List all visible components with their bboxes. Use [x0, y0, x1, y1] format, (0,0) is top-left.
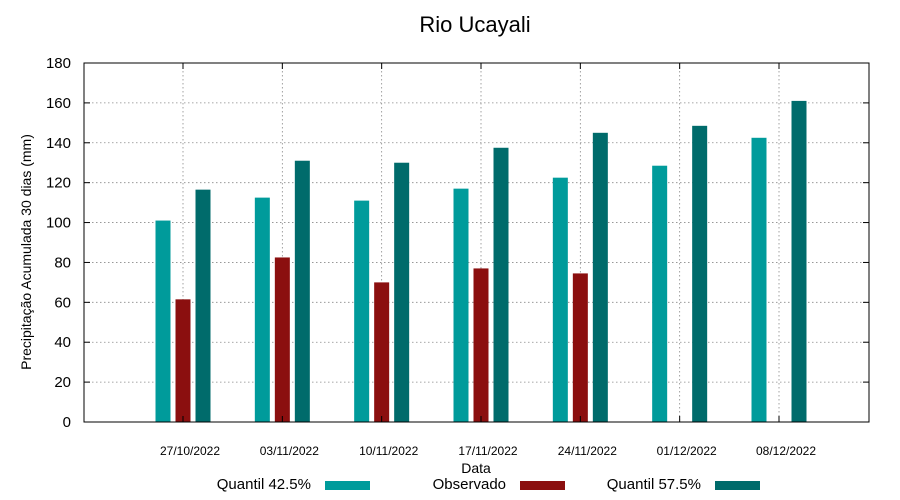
y-tick-label: 20	[54, 374, 71, 391]
y-tick-label: 140	[46, 135, 71, 152]
y-tick-label: 120	[46, 175, 71, 192]
bar-quantil-57-5	[791, 100, 807, 423]
bar-quantil-42-5	[652, 165, 668, 423]
bars	[155, 100, 807, 423]
y-tick-label: 160	[46, 95, 71, 112]
y-axis-label: Precipitação Acumulada 30 dias (mm)	[18, 134, 34, 370]
bar-observado	[473, 268, 489, 422]
y-tick-label: 0	[63, 414, 71, 431]
y-tick-label: 40	[54, 334, 71, 351]
bar-quantil-57-5	[592, 132, 608, 423]
y-tick-label: 100	[46, 215, 71, 232]
bar-quantil-42-5	[354, 200, 370, 422]
y-tick-label: 60	[54, 294, 71, 311]
x-tick-label: 24/11/2022	[558, 444, 617, 458]
legend-swatch	[325, 481, 370, 490]
x-axis: 27/10/2022 03/11/2022 10/11/2022 17/11/2022…	[160, 63, 816, 458]
legend-swatch	[520, 481, 565, 490]
bar-quantil-57-5	[394, 162, 410, 422]
bar-quantil-42-5	[552, 177, 568, 422]
bar-observado	[572, 273, 588, 422]
bar-observado	[175, 299, 191, 422]
y-axis: 0 20 40 60 80 100 120 140 160 180	[46, 55, 869, 431]
bar-quantil-42-5	[254, 197, 270, 422]
legend-swatch	[715, 481, 760, 490]
x-tick-label: 03/11/2022	[260, 444, 319, 458]
bar-quantil-57-5	[692, 125, 708, 422]
legend-label: Observado	[433, 476, 506, 493]
bar-quantil-57-5	[294, 160, 310, 422]
bar-quantil-42-5	[453, 188, 469, 422]
bar-quantil-42-5	[751, 137, 767, 422]
x-axis-label: Data	[461, 460, 491, 476]
x-tick-label: 17/11/2022	[458, 444, 517, 458]
x-tick-label: 08/12/2022	[756, 444, 816, 458]
bar-quantil-57-5	[493, 147, 509, 422]
bar-observado	[374, 282, 390, 422]
y-tick-label: 180	[46, 55, 71, 72]
y-tick-label: 80	[54, 254, 71, 271]
plot-frame	[83, 62, 870, 423]
legend-label: Quantil 42.5%	[217, 476, 311, 493]
x-tick-label: 27/10/2022	[160, 444, 220, 458]
x-tick-label: 10/11/2022	[359, 444, 418, 458]
bar-observado	[274, 257, 290, 422]
legend: Quantil 42.5% Observado Quantil 57.5%	[217, 476, 760, 493]
bar-quantil-57-5	[195, 189, 211, 422]
bar-quantil-42-5	[155, 220, 171, 422]
x-tick-label: 01/12/2022	[657, 444, 717, 458]
chart-title: Rio Ucayali	[419, 12, 530, 37]
legend-label: Quantil 57.5%	[607, 476, 701, 493]
